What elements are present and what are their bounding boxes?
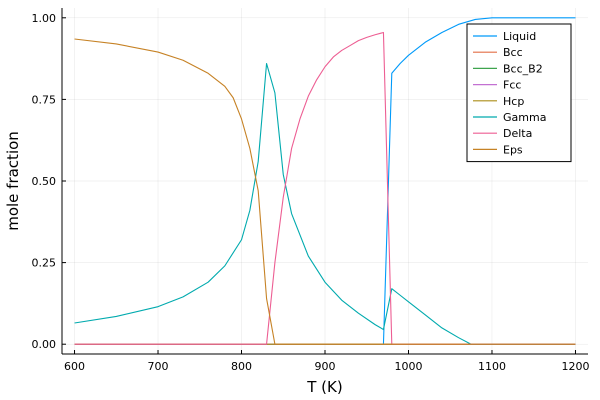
series-line-gamma bbox=[74, 62, 576, 345]
tick-labels: 600 700 800 900 1000 1100 1200 0.00 0.25 0.50 0.75… bbox=[32, 12, 590, 373]
legend-label: Hcp bbox=[503, 95, 524, 108]
x-tick-label: 1100 bbox=[478, 360, 506, 373]
x-axis-label: T (K) bbox=[306, 378, 342, 396]
y-tick-label: 0.50 bbox=[32, 175, 57, 188]
legend-label: Gamma bbox=[503, 111, 546, 124]
series-layer bbox=[74, 17, 576, 345]
x-tick-label: 1200 bbox=[561, 360, 589, 373]
y-tick-label: 1.00 bbox=[32, 12, 57, 25]
legend-box bbox=[466, 23, 572, 163]
x-tick-label: 600 bbox=[64, 360, 85, 373]
series-line-delta bbox=[74, 31, 576, 345]
series-line-eps bbox=[74, 38, 576, 345]
x-tick-label: 1000 bbox=[394, 360, 422, 373]
legend-label: Liquid bbox=[503, 30, 536, 43]
y-tick-label: 0.00 bbox=[32, 338, 57, 351]
x-tick-label: 800 bbox=[231, 360, 252, 373]
x-tick-label: 700 bbox=[148, 360, 169, 373]
legend-label: Eps bbox=[503, 143, 523, 156]
y-tick-label: 0.25 bbox=[32, 257, 57, 270]
legend-label: Fcc bbox=[503, 79, 521, 92]
series-line-liquid bbox=[74, 17, 576, 345]
legend-label: Bcc_B2 bbox=[503, 62, 543, 75]
y-tick-label: 0.75 bbox=[32, 93, 57, 106]
legend-label: Delta bbox=[503, 127, 532, 140]
y-axis-label: mole fraction bbox=[4, 131, 22, 231]
legend-label: Bcc bbox=[503, 46, 523, 59]
legend: Liquid Bcc Bcc_B2 Fcc Hcp Gamma Delta Eps bbox=[466, 23, 572, 163]
x-tick-label: 900 bbox=[315, 360, 336, 373]
